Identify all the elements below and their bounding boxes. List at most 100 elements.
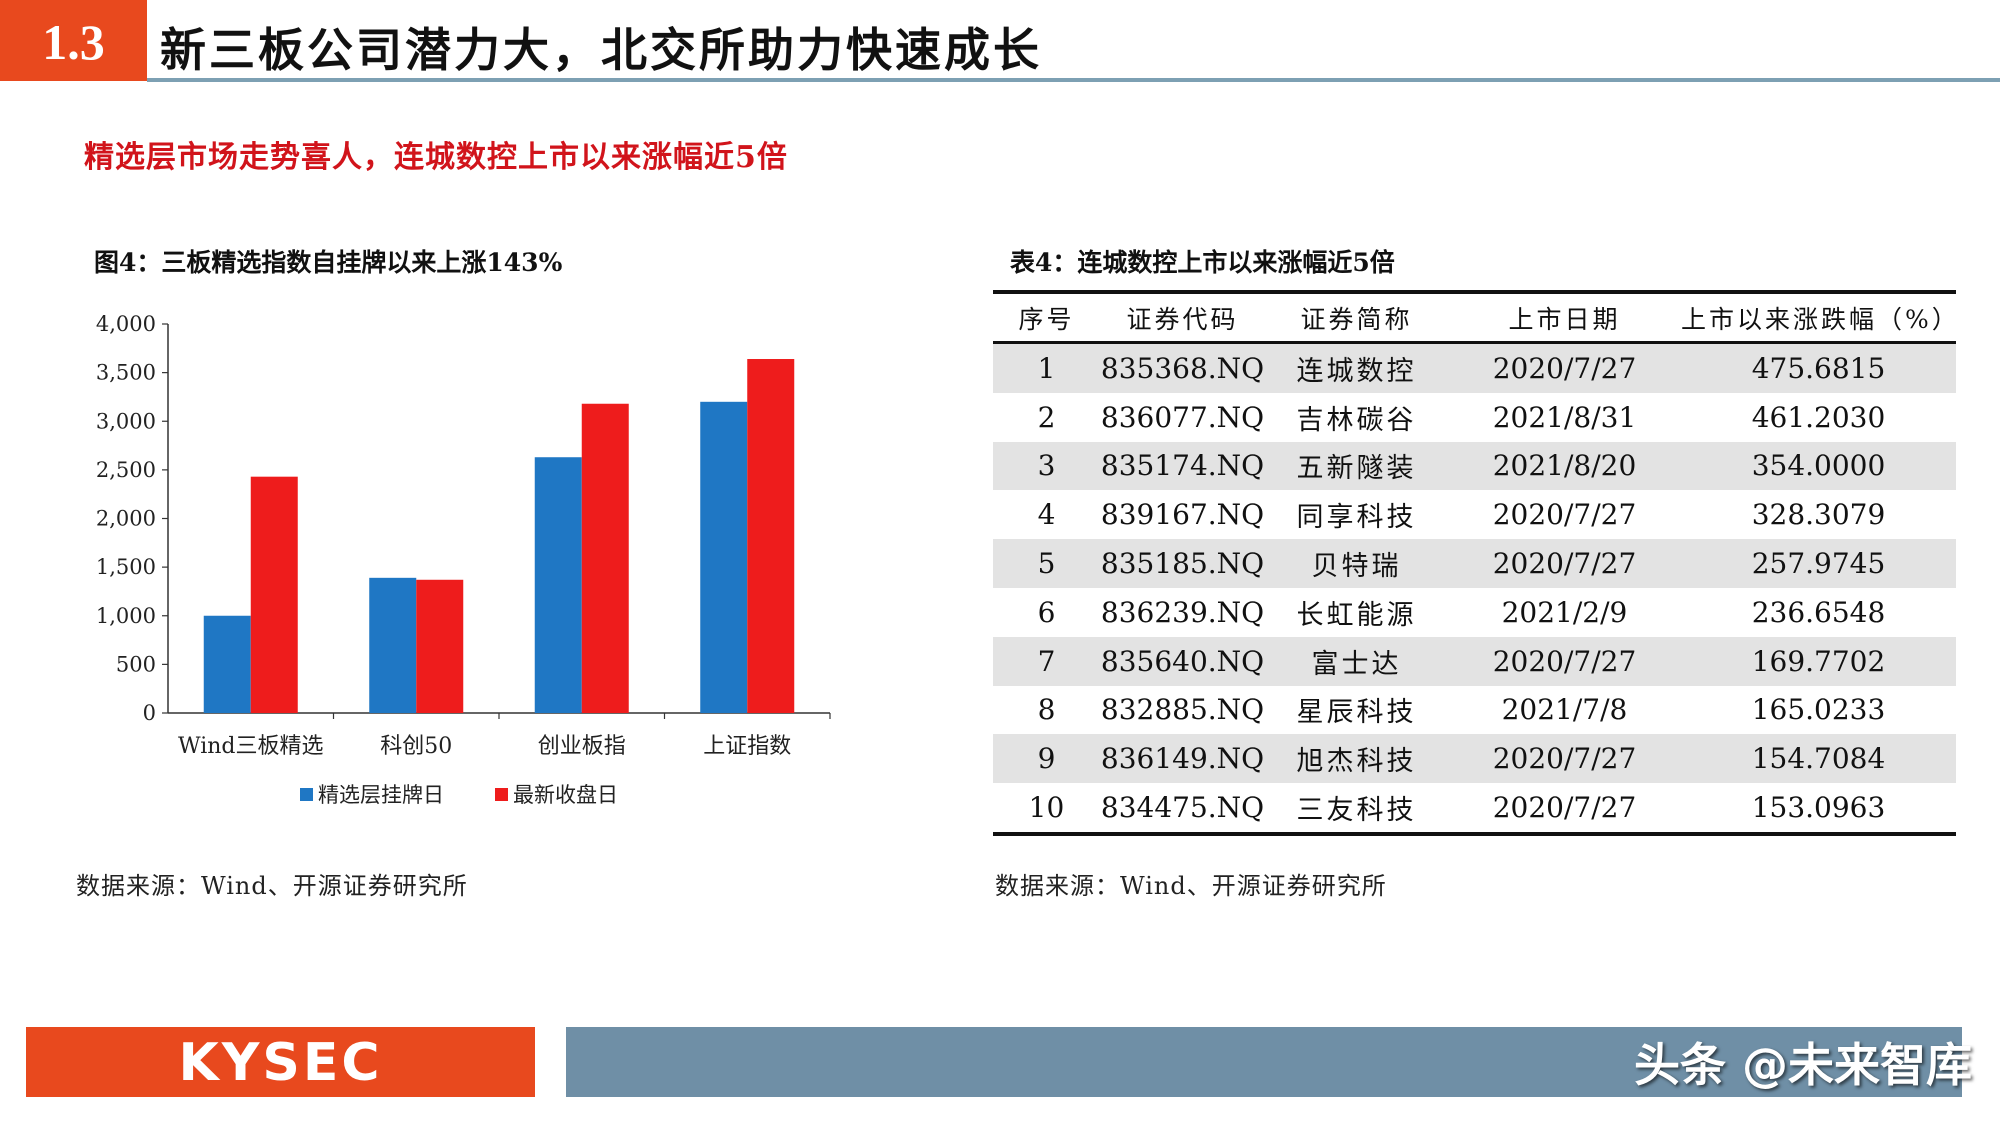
- table-row: 10 834475.NQ 三友科技 2020/7/27 153.0963: [993, 783, 1956, 832]
- table-cell: 2020/7/27: [1492, 791, 1637, 825]
- table-cell: 835640.NQ: [1100, 644, 1265, 678]
- figure-source: 数据来源：Wind、开源证券研究所: [76, 872, 468, 900]
- table-cell: 三友科技: [1296, 795, 1417, 827]
- column-header: 证券代码: [1126, 304, 1239, 334]
- stock-table: 序号 证券代码 证券简称 上市日期 上市以来涨跌幅（%） 1 835368.NQ 连城数控 2…: [993, 290, 1960, 836]
- y-tick-label: 3,500: [96, 361, 156, 385]
- legend-swatch: [495, 788, 508, 801]
- table-row: 5 835185.NQ 贝特瑞 2020/7/27 257.9745: [993, 539, 1956, 588]
- table-cell: 835174.NQ: [1100, 449, 1265, 483]
- section-number: 1.3: [0, 0, 147, 81]
- table-cell: 长虹能源: [1296, 599, 1417, 631]
- table-cell: 贝特瑞: [1311, 551, 1402, 583]
- bar: [581, 403, 629, 713]
- y-tick-label: 1,000: [96, 604, 156, 628]
- table-row: 2 836077.NQ 吉林碳谷 2021/8/31 461.2030: [993, 393, 1956, 442]
- bar: [534, 457, 582, 713]
- column-header: 证券简称: [1300, 304, 1413, 334]
- figure-title: 图4：三板精选指数自挂牌以来上涨143%: [94, 248, 563, 277]
- table-cell: 旭杰科技: [1296, 746, 1417, 778]
- y-tick-label: 1,500: [96, 555, 156, 579]
- table-cell: 7: [1037, 644, 1056, 678]
- table-cell: 10: [1028, 791, 1065, 825]
- y-tick-label: 3,000: [96, 409, 156, 433]
- bar: [700, 401, 748, 713]
- table-cell: 2020/7/27: [1492, 742, 1637, 776]
- table-cell: 835368.NQ: [1100, 351, 1265, 385]
- table-cell: 2: [1037, 400, 1056, 434]
- table-cell: 834475.NQ: [1100, 791, 1265, 825]
- table-source: 数据来源：Wind、开源证券研究所: [995, 872, 1387, 900]
- table-cell: 169.7702: [1751, 644, 1886, 678]
- table-cell: 836149.NQ: [1100, 742, 1265, 776]
- table-cell: 2020/7/27: [1492, 547, 1637, 581]
- table-cell: 2021/2/9: [1501, 595, 1628, 629]
- table-cell: 257.9745: [1751, 547, 1886, 581]
- legend-label: 最新收盘日: [513, 783, 618, 807]
- table-row: 8 832885.NQ 星辰科技 2021/7/8 165.0233: [993, 686, 1956, 735]
- table-row: 9 836149.NQ 旭杰科技 2020/7/27 154.7084: [993, 734, 1956, 784]
- bar-chart: 0 500 1,000 1,500 2,000 2,500 3,000 3,500 4,000 W…: [96, 312, 831, 807]
- table-cell: 836077.NQ: [1100, 400, 1265, 434]
- table-cell: 2021/8/31: [1492, 400, 1637, 434]
- table-cell: 461.2030: [1751, 400, 1886, 434]
- y-tick-label: 2,000: [96, 507, 156, 531]
- table-cell: 连城数控: [1296, 355, 1417, 387]
- table-cell: 五新隧装: [1296, 453, 1417, 485]
- table-cell: 2021/7/8: [1501, 693, 1628, 727]
- table-cell: 9: [1037, 742, 1056, 776]
- table-cell: 475.6815: [1751, 351, 1886, 385]
- table-cell: 328.3079: [1751, 498, 1886, 532]
- table-cell: 8: [1037, 693, 1056, 727]
- table-cell: 同享科技: [1296, 502, 1417, 534]
- table-cell: 吉林碳谷: [1296, 404, 1417, 436]
- table-cell: 4: [1037, 498, 1056, 532]
- x-tick-label: Wind三板精选: [178, 734, 324, 759]
- table-cell: 富士达: [1311, 648, 1402, 680]
- bar: [250, 476, 298, 713]
- table-header-row: 序号 证券代码 证券简称 上市日期 上市以来涨跌幅（%）: [993, 294, 1960, 344]
- kysec-logo: KYSEC: [26, 1027, 535, 1097]
- table-title: 表4：连城数控上市以来涨幅近5倍: [1010, 248, 1395, 277]
- bar: [369, 577, 417, 713]
- table-cell: 5: [1037, 547, 1056, 581]
- page-subtitle: 精选层市场走势喜人，连城数控上市以来涨幅近5倍: [84, 140, 788, 175]
- legend-swatch: [300, 788, 313, 801]
- table-cell: 2020/7/27: [1492, 644, 1637, 678]
- table-cell: 835185.NQ: [1100, 547, 1265, 581]
- table-body: 1 835368.NQ 连城数控 2020/7/27 475.6815 2 836077.N…: [993, 344, 1956, 832]
- table-cell: 836239.NQ: [1100, 595, 1265, 629]
- table-cell: 832885.NQ: [1100, 693, 1265, 727]
- bar: [416, 579, 464, 713]
- table-cell: 154.7084: [1751, 742, 1886, 776]
- table-cell: 3: [1037, 449, 1056, 483]
- table-cell: 星辰科技: [1296, 697, 1417, 729]
- table-row: 4 839167.NQ 同享科技 2020/7/27 328.3079: [993, 490, 1956, 539]
- table-cell: 165.0233: [1751, 693, 1886, 727]
- column-header: 上市以来涨跌幅（%）: [1681, 304, 1960, 334]
- table-cell: 1: [1037, 351, 1056, 385]
- header-divider: [147, 78, 2000, 82]
- x-tick-label: 科创50: [380, 734, 452, 759]
- watermark: 头条 @未来智库: [1633, 1038, 1972, 1092]
- x-tick-label: 上证指数: [703, 734, 791, 759]
- table-row: 7 835640.NQ 富士达 2020/7/27 169.7702: [993, 636, 1956, 686]
- table-cell: 236.6548: [1751, 595, 1886, 629]
- table-cell: 6: [1037, 595, 1056, 629]
- table-row: 1 835368.NQ 连城数控 2020/7/27 475.6815: [993, 344, 1956, 393]
- bar: [203, 615, 251, 713]
- footer-bar: [566, 1027, 1962, 1097]
- y-tick-label: 2,500: [96, 458, 156, 482]
- page-title: 新三板公司潜力大，北交所助力快速成长: [160, 23, 1042, 77]
- table-row: 6 836239.NQ 长虹能源 2021/2/9 236.6548: [993, 588, 1956, 637]
- table-cell: 153.0963: [1751, 791, 1886, 825]
- table-cell: 354.0000: [1751, 449, 1886, 483]
- table-row: 3 835174.NQ 五新隧装 2021/8/20 354.0000: [993, 441, 1956, 491]
- x-tick-label: 创业板指: [538, 734, 626, 759]
- table-cell: 2020/7/27: [1492, 498, 1637, 532]
- y-tick-label: 4,000: [96, 312, 156, 336]
- table-cell: 2020/7/27: [1492, 351, 1637, 385]
- column-header: 上市日期: [1508, 304, 1621, 334]
- column-header: 序号: [1018, 304, 1075, 334]
- table-cell: 839167.NQ: [1100, 498, 1265, 532]
